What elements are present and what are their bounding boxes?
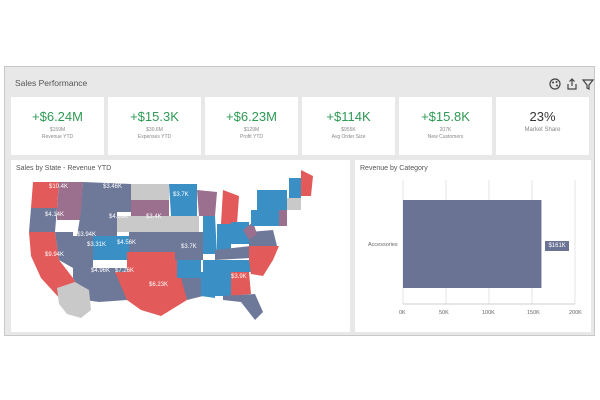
state-ms xyxy=(201,272,215,298)
map-label: $6.23K xyxy=(149,282,169,288)
map-label: $10.4K xyxy=(49,184,69,190)
state-id xyxy=(57,182,83,220)
state-sc xyxy=(249,260,273,276)
state-ma xyxy=(287,198,301,210)
state-ia xyxy=(171,216,199,232)
page-title: Sales Performance xyxy=(15,78,88,88)
state-fl xyxy=(223,294,263,320)
state-tx xyxy=(115,272,187,316)
state-wi xyxy=(197,190,217,216)
x-tick: 100K xyxy=(482,310,495,316)
state-nd xyxy=(131,184,169,200)
kpi-value: +$114K xyxy=(326,109,371,124)
kpi-label: Market Share xyxy=(524,127,561,133)
state-nc xyxy=(249,246,279,260)
state-ne xyxy=(117,216,171,232)
kpi-market-share[interactable]: 23% Market Share xyxy=(496,97,589,155)
kpi-value: +$6.23M xyxy=(226,109,277,124)
kpi-sub: $159M xyxy=(49,127,66,133)
state-nj xyxy=(279,210,287,226)
map-label: $4.03K xyxy=(109,214,129,220)
category-panel: Revenue by Category Accessories $161K 0K… xyxy=(355,160,591,332)
kpi-revenue[interactable]: +$6.24M $159M Revenue YTD xyxy=(11,97,104,155)
state-oh xyxy=(231,222,249,244)
category-title: Revenue by Category xyxy=(360,165,428,172)
bar-chart[interactable] xyxy=(355,160,591,332)
state-al xyxy=(215,272,231,296)
state-or xyxy=(29,208,57,232)
state-mo xyxy=(175,232,203,260)
bar-accessories xyxy=(403,200,542,288)
kpi-value: 23% xyxy=(529,109,556,124)
map-label: $3.94K xyxy=(77,232,97,238)
state-ar xyxy=(177,260,201,278)
kpi-sub: 207K xyxy=(439,127,452,133)
state-mi xyxy=(221,190,239,224)
map-label: $9.94K xyxy=(45,252,65,258)
map-title: Sales by State - Revenue YTD xyxy=(16,165,112,172)
kpi-profit[interactable]: +$6.23M $129M Profit YTD xyxy=(205,97,298,155)
kpi-label: Avg Order Size xyxy=(331,134,366,140)
kpi-label: Revenue YTD xyxy=(41,134,74,140)
kpi-sub: $955K xyxy=(341,127,356,133)
map-label: $7.26K xyxy=(115,268,135,274)
state-ky xyxy=(215,246,251,260)
state-la xyxy=(181,278,203,300)
state-il xyxy=(203,216,217,254)
state-pa xyxy=(251,210,279,226)
map-label: $4.14K xyxy=(45,212,65,218)
kpi-value: +$6.24M xyxy=(32,109,83,124)
filter-icon[interactable] xyxy=(581,77,595,91)
state-ak xyxy=(57,282,91,318)
us-map[interactable] xyxy=(11,160,350,332)
kpi-expenses[interactable]: +$15.3K $30.6M Expenses YTD xyxy=(108,97,201,155)
map-label: $4.96K xyxy=(91,268,111,274)
map-label: $3.7K xyxy=(173,192,189,198)
kpi-value: +$15.8K xyxy=(421,109,470,124)
state-vt xyxy=(289,178,301,198)
state-az xyxy=(73,268,99,302)
kpi-value: +$15.3K xyxy=(130,109,179,124)
state-nv xyxy=(55,232,73,268)
state-me xyxy=(301,170,313,196)
category-label: Accessories xyxy=(368,242,398,248)
kpi-new-customers[interactable]: +$15.8K 207K New Customers xyxy=(399,97,492,155)
kpi-label: Profit YTD xyxy=(240,134,263,140)
x-tick: 200K xyxy=(569,310,582,316)
state-tn xyxy=(203,260,251,272)
map-panel: Sales by State - Revenue YTD xyxy=(11,160,350,332)
kpi-sub: $129M xyxy=(243,127,260,133)
x-tick: 0K xyxy=(399,310,406,316)
map-label: $3.7K xyxy=(181,244,197,250)
map-label: $4.56K xyxy=(117,240,137,246)
map-label: $3.4K xyxy=(146,214,162,220)
kpi-label: Expenses YTD xyxy=(137,134,172,140)
state-mn xyxy=(169,184,197,216)
x-tick: 50K xyxy=(439,310,449,316)
state-ok xyxy=(127,252,177,272)
state-wa xyxy=(31,182,59,208)
map-label: $3.9K xyxy=(231,274,247,280)
kpi-avg-order[interactable]: +$114K $955K Avg Order Size xyxy=(302,97,395,155)
state-in xyxy=(217,224,231,250)
bar-value-label: $161K xyxy=(545,241,569,251)
state-ny xyxy=(257,190,287,210)
state-wy xyxy=(77,212,117,236)
x-tick: 150K xyxy=(527,310,540,316)
state-sd xyxy=(131,200,169,216)
state-wv xyxy=(243,222,257,240)
map-label: $3.31K xyxy=(87,242,107,248)
dashboard: Sales Performance +$6.24M $159M Revenue … xyxy=(4,66,595,336)
palette-icon[interactable] xyxy=(548,77,562,91)
map-label: $3.46K xyxy=(103,184,123,190)
kpi-label: New Customers xyxy=(427,134,464,140)
state-mt xyxy=(81,182,131,212)
kpi-sub: $30.6M xyxy=(146,127,163,133)
export-icon[interactable] xyxy=(565,77,579,91)
state-ut xyxy=(73,236,93,268)
state-co xyxy=(93,236,129,260)
state-ga xyxy=(231,272,251,296)
state-ks xyxy=(129,232,175,252)
